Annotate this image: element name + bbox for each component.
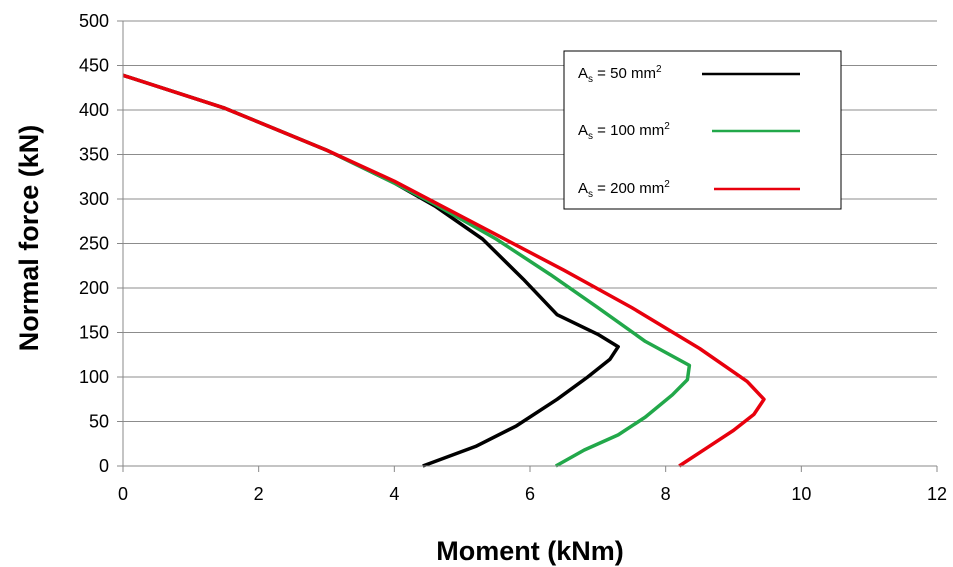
y-tick-label: 350 [79, 145, 109, 165]
legend-label-part: = 200 mm [593, 180, 664, 197]
legend-label-part: s [588, 131, 593, 142]
x-tick-labels: 0 2 4 6 8 10 12 [118, 466, 947, 504]
legend-label-part: = 100 mm [593, 122, 664, 139]
y-tick-label: 450 [79, 56, 109, 76]
x-tick-label: 0 [118, 484, 128, 504]
legend-label: As = 50 mm2 [578, 64, 662, 85]
legend-label-part: 2 [664, 179, 670, 190]
legend-label-part: s [588, 74, 593, 85]
y-tick-label: 300 [79, 189, 109, 209]
series-layer [122, 73, 766, 468]
x-tick-label: 10 [791, 484, 811, 504]
y-axis-title: Normal force (kN) [14, 125, 44, 352]
x-tick-label: 2 [254, 484, 264, 504]
x-tick-label: 8 [661, 484, 671, 504]
legend-label-part: = 50 mm [593, 65, 656, 82]
y-tick-label: 50 [89, 412, 109, 432]
legend-label-part: 2 [656, 64, 662, 75]
y-tick-label: 200 [79, 278, 109, 298]
x-tick-label: 12 [927, 484, 947, 504]
legend-label-part: A [578, 65, 588, 82]
legend-label-part: s [588, 189, 593, 200]
legend-label-part: 2 [664, 121, 670, 132]
series-line-2 [122, 73, 766, 468]
x-tick-label: 6 [525, 484, 535, 504]
legend-label-part: A [578, 122, 588, 139]
x-axis-title: Moment (kNm) [436, 536, 624, 566]
legend-label: As = 200 mm2 [578, 179, 670, 200]
y-tick-label: 250 [79, 234, 109, 254]
y-tick-label: 0 [99, 456, 109, 476]
x-tick-label: 4 [389, 484, 399, 504]
legend-label: As = 100 mm2 [578, 121, 670, 142]
y-tick-label: 150 [79, 323, 109, 343]
y-tick-label: 500 [79, 11, 109, 31]
y-tick-label: 400 [79, 100, 109, 120]
legend-label-part: A [578, 180, 588, 197]
y-tick-label: 100 [79, 367, 109, 387]
y-tick-labels: 0 50 100 150 200 250 300 350 400 450 500 [79, 11, 123, 476]
